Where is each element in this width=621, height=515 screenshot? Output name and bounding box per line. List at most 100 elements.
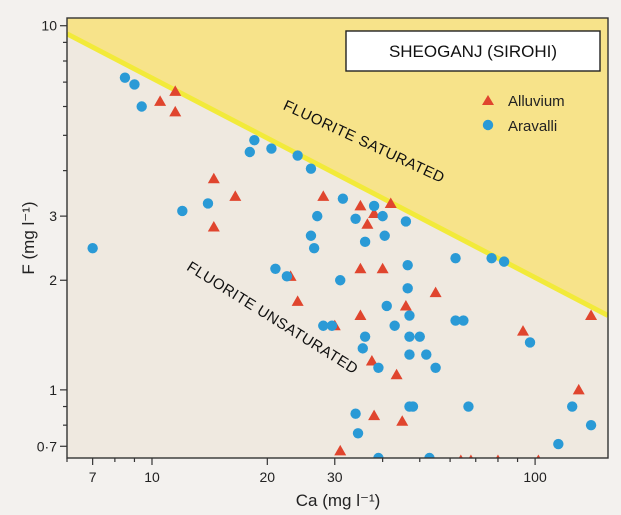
point-aravalli-4 bbox=[177, 205, 188, 217]
data-points bbox=[87, 72, 598, 458]
point-alluvium-12 bbox=[354, 262, 367, 274]
point-alluvium-19 bbox=[384, 197, 397, 208]
point-aravalli-37 bbox=[404, 331, 415, 342]
point-aravalli-32 bbox=[389, 320, 400, 331]
y-tick-label-3: 3 bbox=[49, 208, 57, 224]
point-aravalli-5 bbox=[202, 198, 214, 209]
point-alluvium-30 bbox=[585, 309, 598, 321]
point-aravalli-40 bbox=[407, 401, 419, 412]
point-alluvium-29 bbox=[572, 383, 585, 395]
x-tick-label-10: 10 bbox=[144, 469, 160, 485]
point-aravalli-43 bbox=[424, 452, 435, 458]
point-alluvium-28 bbox=[536, 454, 541, 458]
point-aravalli-46 bbox=[450, 315, 461, 326]
point-aravalli-22 bbox=[352, 428, 364, 439]
y-axis: 0·7 1 2 3 10 bbox=[37, 18, 67, 454]
point-alluvium-3 bbox=[207, 172, 220, 184]
point-aravalli-27 bbox=[373, 362, 384, 373]
point-aravalli-1 bbox=[119, 72, 131, 83]
point-alluvium-22 bbox=[399, 299, 412, 311]
point-aravalli-20 bbox=[350, 213, 361, 224]
point-aravalli-16 bbox=[318, 320, 329, 331]
point-aravalli-51 bbox=[524, 337, 536, 348]
point-aravalli-10 bbox=[281, 271, 293, 282]
point-aravalli-35 bbox=[402, 283, 413, 294]
point-aravalli-7 bbox=[249, 134, 260, 146]
point-alluvium-14 bbox=[361, 218, 374, 229]
y-tick-label-10: 10 bbox=[41, 18, 57, 34]
point-aravalli-29 bbox=[377, 210, 388, 222]
legend-marker-alluvium bbox=[482, 95, 494, 105]
point-alluvium-23 bbox=[429, 286, 442, 298]
point-aravalli-13 bbox=[305, 230, 317, 241]
point-aravalli-36 bbox=[404, 310, 415, 321]
plot-area bbox=[67, 18, 608, 458]
point-aravalli-18 bbox=[335, 275, 346, 286]
point-aravalli-33 bbox=[400, 216, 412, 227]
point-alluvium-18 bbox=[376, 262, 389, 274]
point-alluvium-27 bbox=[517, 325, 530, 336]
point-aravalli-48 bbox=[463, 401, 474, 412]
point-aravalli-11 bbox=[292, 150, 303, 161]
chart-title: SHEOGANJ (SIROHI) bbox=[389, 42, 557, 61]
x-tick-label-30: 30 bbox=[327, 469, 343, 485]
y-axis-label: F (mg l⁻¹) bbox=[19, 201, 38, 274]
point-aravalli-6 bbox=[244, 146, 255, 158]
point-aravalli-8 bbox=[266, 143, 277, 154]
point-aravalli-14 bbox=[308, 242, 320, 254]
point-alluvium-5 bbox=[207, 221, 220, 232]
point-alluvium-4 bbox=[229, 190, 242, 201]
point-aravalli-42 bbox=[421, 349, 432, 360]
point-aravalli-38 bbox=[404, 349, 415, 360]
point-aravalli-15 bbox=[312, 210, 323, 222]
saturated-region bbox=[67, 18, 608, 316]
point-aravalli-53 bbox=[567, 401, 578, 412]
point-alluvium-17 bbox=[368, 207, 381, 219]
point-alluvium-0 bbox=[154, 95, 167, 106]
point-aravalli-45 bbox=[450, 252, 461, 264]
legend: Alluvium Aravalli bbox=[482, 93, 565, 135]
point-aravalli-19 bbox=[337, 193, 349, 204]
point-alluvium-1 bbox=[169, 85, 182, 96]
point-aravalli-9 bbox=[270, 263, 281, 275]
legend-marker-aravalli bbox=[482, 119, 494, 131]
point-aravalli-23 bbox=[357, 343, 368, 354]
point-alluvium-7 bbox=[291, 295, 304, 306]
point-aravalli-47 bbox=[458, 315, 469, 326]
y-tick-label-0.7: 0·7 bbox=[37, 438, 57, 454]
saturation-line bbox=[67, 31, 608, 318]
point-aravalli-21 bbox=[350, 408, 361, 419]
point-alluvium-10 bbox=[334, 444, 347, 456]
legend-label-alluvium: Alluvium bbox=[508, 93, 565, 110]
point-alluvium-13 bbox=[354, 309, 367, 321]
point-aravalli-49 bbox=[486, 252, 497, 264]
point-aravalli-25 bbox=[359, 236, 371, 248]
x-tick-label-20: 20 bbox=[260, 469, 276, 485]
x-axis: 7 10 20 30 100 bbox=[66, 458, 547, 485]
point-alluvium-8 bbox=[317, 190, 330, 201]
plot-frame bbox=[66, 17, 609, 459]
point-aravalli-31 bbox=[381, 300, 392, 312]
point-aravalli-34 bbox=[402, 259, 413, 271]
point-alluvium-24 bbox=[458, 454, 463, 458]
point-aravalli-41 bbox=[414, 331, 425, 342]
point-alluvium-11 bbox=[354, 199, 367, 211]
y-tick-label-1: 1 bbox=[49, 382, 57, 398]
point-aravalli-44 bbox=[430, 362, 441, 373]
point-alluvium-15 bbox=[365, 355, 378, 366]
point-alluvium-2 bbox=[169, 105, 182, 117]
point-aravalli-2 bbox=[129, 79, 140, 90]
point-aravalli-3 bbox=[136, 101, 147, 112]
point-aravalli-0 bbox=[87, 242, 98, 254]
point-aravalli-24 bbox=[359, 331, 371, 342]
point-aravalli-50 bbox=[498, 256, 510, 267]
point-alluvium-21 bbox=[396, 415, 409, 426]
point-alluvium-25 bbox=[468, 454, 473, 458]
point-aravalli-54 bbox=[585, 419, 597, 431]
point-aravalli-30 bbox=[379, 230, 390, 241]
point-aravalli-26 bbox=[368, 200, 380, 212]
x-tick-label-100: 100 bbox=[523, 469, 547, 485]
point-aravalli-17 bbox=[326, 320, 338, 331]
point-aravalli-52 bbox=[553, 438, 564, 450]
